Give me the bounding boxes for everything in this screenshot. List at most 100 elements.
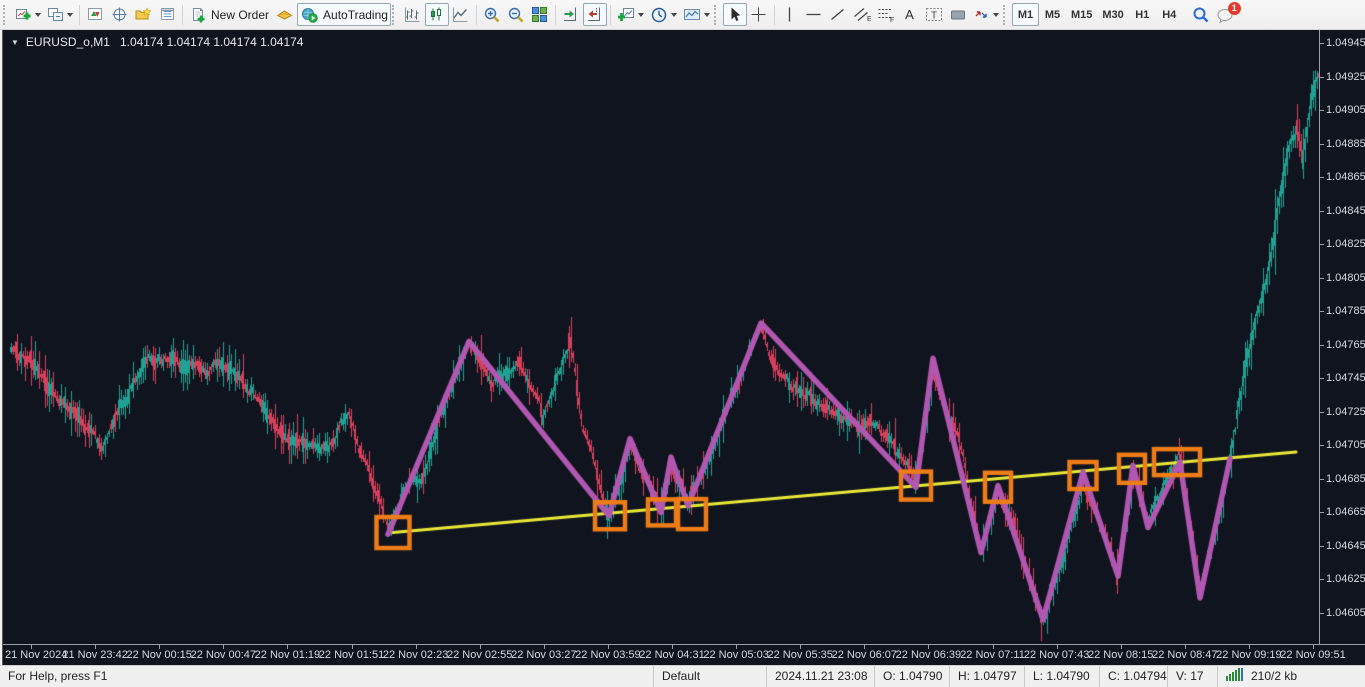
chart-dropdown-icon[interactable]: ▼ [11,37,19,47]
tile-windows-button[interactable] [528,3,552,26]
price-tick [1320,277,1324,279]
profiles-icon [47,6,64,23]
toolbar-grip[interactable] [3,4,9,25]
svg-text:E: E [867,16,871,23]
cursor-button[interactable] [722,3,747,26]
tile-windows-icon [531,6,548,23]
price-axis-label: 1.04865 [1326,171,1365,184]
price-tick [1320,177,1324,179]
equidistant-channel-button[interactable]: E [850,3,874,26]
bar-chart-icon [404,6,421,23]
bar-chart-button[interactable] [401,3,425,26]
price-axis-label: 1.04945 [1326,37,1365,49]
autoscroll-icon [562,6,579,23]
chevron-down-icon [637,12,644,17]
time-tick [1248,645,1250,649]
price-tick [1320,545,1324,547]
horizontal-line-tool-button[interactable] [802,3,826,26]
time-axis-label: 22 Nov 01:19 [254,649,321,661]
price-axis-label: 1.04625 [1326,573,1365,586]
indicators-icon [617,6,635,23]
terminal-button[interactable] [155,3,179,26]
indicators-button[interactable] [614,3,647,26]
zoom-in-button[interactable] [480,3,504,26]
metaeditor-icon [275,6,294,23]
zoom-in-icon [483,6,501,24]
price-tick [1320,579,1324,581]
timeframe-h1-button[interactable]: H1 [1135,8,1150,21]
fibonacci-icon: F [877,6,895,23]
time-tick [672,645,673,649]
toolbar-separator [554,4,556,25]
search-button[interactable] [1189,3,1213,26]
text-label-tool-button[interactable]: T [922,3,946,26]
candlestick-chart-button[interactable] [424,3,449,26]
price-tick [1320,344,1324,346]
toolbar-grip[interactable] [391,4,398,25]
toolbar-grip[interactable] [713,4,720,25]
arrows-tool-button[interactable] [970,3,1002,26]
time-axis[interactable]: 21 Nov 2024 21 Nov 23:42 22 Nov 00:15 22 No… [3,644,1365,665]
new-order-button[interactable]: New Order [186,3,272,26]
price-axis-label: 1.04705 [1326,439,1365,452]
status-connection[interactable]: 210/2 kb [1217,665,1365,687]
text-tool-button[interactable]: A [898,3,922,26]
trendline-icon [829,6,846,23]
trendline-tool-button[interactable] [826,3,850,26]
new-chart-icon [15,6,32,23]
zoom-out-button[interactable] [504,3,528,26]
status-open-value: O: 1.04790 [874,665,949,687]
price-chart-canvas[interactable] [3,30,1319,644]
price-tick [1320,378,1324,380]
autotrading-button[interactable]: AutoTrading [297,3,391,26]
channel-icon: E [853,6,871,23]
shapes-tool-button[interactable] [946,3,970,26]
notification-badge: 1 [1227,1,1241,15]
chart-window: ▼ EURUSD_o,M1 1.04174 1.04174 1.04174 1.… [2,30,1365,665]
time-tick [864,645,866,649]
periods-button[interactable] [647,3,680,26]
market-watch-icon [87,6,104,23]
price-tick [1320,210,1324,212]
price-axis[interactable]: 1.04945 1.04925 1.04905 1.04885 1.04865 1.048… [1319,30,1365,644]
svg-text:F: F [890,17,894,23]
timeframe-m15-button[interactable]: M15 [1070,8,1093,21]
time-axis-label: 22 Nov 02:55 [446,649,513,661]
toolbar-grip[interactable] [1002,4,1009,25]
vertical-line-tool-button[interactable] [778,3,802,26]
metaeditor-button[interactable] [272,3,297,26]
timeframe-h4-button[interactable]: H4 [1162,8,1177,21]
price-tick [1320,478,1324,480]
templates-button[interactable] [680,3,713,26]
toolbar-separator [609,4,611,25]
timeframe-m30-button[interactable]: M30 [1102,8,1124,21]
autoscroll-button[interactable] [559,3,583,26]
time-tick [415,645,417,649]
navigator-button[interactable] [131,3,155,26]
time-axis-label: 21 Nov 23:42 [62,649,128,661]
status-profile[interactable]: Default [653,665,766,687]
time-axis-label: 22 Nov 07:43 [1023,649,1090,661]
profiles-button[interactable] [44,3,76,26]
fibonacci-tool-button[interactable]: F [874,3,898,26]
status-bar-datetime: 2024.11.21 23:08 [766,665,874,687]
data-window-button[interactable] [107,3,131,26]
price-tick [1320,613,1324,614]
market-watch-button[interactable] [83,3,107,26]
timeframe-m1-button[interactable]: M1 [1011,3,1039,26]
status-bar: For Help, press F1 Default 2024.11.21 23… [0,665,1365,687]
new-chart-button[interactable] [12,3,44,26]
chevron-down-icon [703,12,710,17]
time-tick [928,645,930,649]
time-axis-label: 22 Nov 09:51 [1280,649,1346,661]
time-tick [1184,645,1186,649]
notifications-button[interactable]: 1 [1213,1,1241,26]
time-axis-label: 22 Nov 09:19 [1216,649,1282,661]
crosshair-button[interactable] [747,3,771,26]
timeframe-m5-button[interactable]: M5 [1044,8,1061,21]
line-chart-button[interactable] [449,3,473,26]
crosshair-icon [750,6,767,23]
time-tick [351,645,353,649]
chart-shift-button[interactable] [582,3,607,26]
price-axis-label: 1.04685 [1326,472,1365,485]
